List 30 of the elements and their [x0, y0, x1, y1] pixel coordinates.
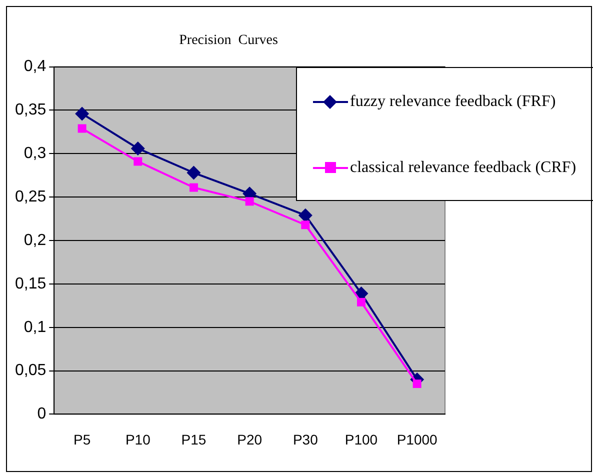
x-tick-label: P20	[237, 431, 262, 448]
point	[134, 157, 142, 166]
y-tick-label: 0,4	[24, 58, 46, 76]
y-tick-label: 0,35	[15, 102, 46, 119]
legend-label: classical relevance feedback (CRF)	[350, 159, 576, 176]
point	[78, 124, 86, 133]
legend-label: fuzzy relevance feedback (FRF)	[350, 93, 556, 110]
point	[412, 380, 422, 388]
x-tick-label: P15	[181, 431, 206, 448]
point	[189, 183, 198, 192]
point	[130, 141, 145, 156]
x-tick-label: P10	[125, 431, 151, 448]
y-tick-label: 0,2	[24, 232, 46, 249]
point	[245, 197, 254, 206]
y-tick-label: 0,1	[24, 318, 46, 336]
chart-title: Precision Curves	[179, 33, 278, 48]
x-tick-label: P30	[292, 431, 318, 448]
y-tick-label: 0,05	[15, 362, 46, 380]
point	[298, 208, 312, 222]
y-tick-label: 0	[37, 406, 46, 423]
x-tick-label: P1000	[396, 431, 438, 448]
point	[301, 220, 310, 230]
y-tick-label: 0,25	[15, 188, 46, 206]
point	[186, 166, 201, 180]
y-tick-label: 0,15	[15, 275, 46, 292]
point	[75, 106, 90, 121]
y-tick-label: 0,3	[24, 145, 46, 162]
x-tick-label: P100	[344, 431, 378, 448]
point	[357, 298, 366, 306]
x-tick-label: P5	[73, 431, 91, 448]
